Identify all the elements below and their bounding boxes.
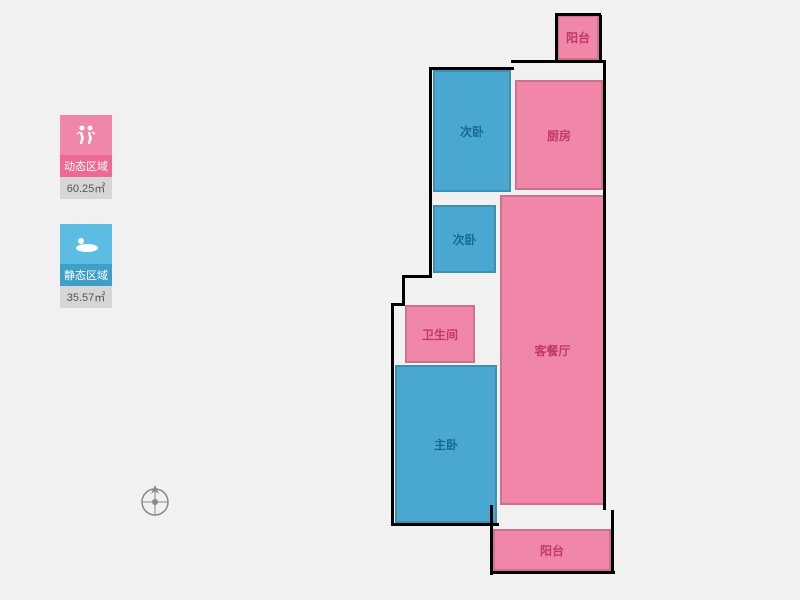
outline-segment [429,67,432,277]
room-label: 次卧 [460,123,484,140]
outline-segment [603,60,606,510]
outline-segment [611,510,614,573]
outline-segment [511,60,604,63]
outline-segment [402,275,432,278]
room-主卧: 主卧 [395,365,497,523]
room-客餐厅: 客餐厅 [500,195,605,505]
dynamic-zone-label: 动态区域 [60,155,112,177]
compass-icon [135,480,175,520]
room-阳台2: 阳台 [493,529,611,571]
room-次卧2: 次卧 [433,205,496,273]
dynamic-zone-value: 60.25㎡ [60,177,112,199]
outline-segment [391,303,394,525]
outline-segment [393,303,405,306]
outline-segment [599,15,602,63]
room-卫生间: 卫生间 [405,305,475,363]
outline-segment [429,67,514,70]
outline-segment [555,13,601,16]
outline-segment [391,523,499,526]
outline-segment [490,571,615,574]
legend-dynamic: 动态区域 60.25㎡ [60,115,112,199]
dynamic-zone-icon [60,115,112,155]
room-厨房: 厨房 [515,80,603,190]
outline-segment [490,505,493,575]
static-zone-value: 35.57㎡ [60,286,112,308]
floorplan-container: 阳台厨房次卧次卧客餐厅卫生间主卧阳台 [385,15,645,580]
room-label: 主卧 [434,436,458,453]
room-label: 次卧 [452,231,476,248]
room-阳台: 阳台 [557,15,599,60]
static-zone-icon [60,224,112,264]
outline-segment [402,275,405,305]
legend-panel: 动态区域 60.25㎡ 静态区域 35.57㎡ [60,115,112,333]
legend-static: 静态区域 35.57㎡ [60,224,112,308]
room-label: 阳台 [540,542,564,559]
room-label: 阳台 [566,29,590,46]
static-zone-label: 静态区域 [60,264,112,286]
outline-segment [555,15,558,63]
room-次卧1: 次卧 [433,70,511,192]
room-label: 厨房 [547,127,571,144]
room-label: 客餐厅 [534,342,570,359]
room-label: 卫生间 [422,326,458,343]
